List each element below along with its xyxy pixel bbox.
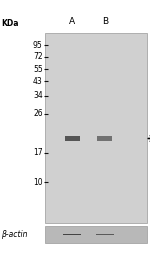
Text: β-actin: β-actin [1, 230, 27, 239]
Text: 26: 26 [33, 109, 43, 118]
Text: 10: 10 [33, 178, 43, 187]
Text: KDa: KDa [1, 19, 18, 28]
Text: 17: 17 [33, 148, 43, 157]
Text: B: B [102, 17, 108, 26]
FancyBboxPatch shape [63, 234, 81, 235]
Text: 72: 72 [33, 52, 43, 61]
FancyBboxPatch shape [64, 136, 80, 141]
Text: 34: 34 [33, 91, 43, 100]
Text: 43: 43 [33, 77, 43, 86]
FancyBboxPatch shape [45, 33, 147, 223]
FancyBboxPatch shape [96, 234, 114, 235]
FancyBboxPatch shape [45, 226, 147, 243]
FancyBboxPatch shape [98, 136, 112, 141]
Text: 95: 95 [33, 41, 43, 50]
Text: A: A [69, 17, 75, 26]
Text: 55: 55 [33, 65, 43, 74]
